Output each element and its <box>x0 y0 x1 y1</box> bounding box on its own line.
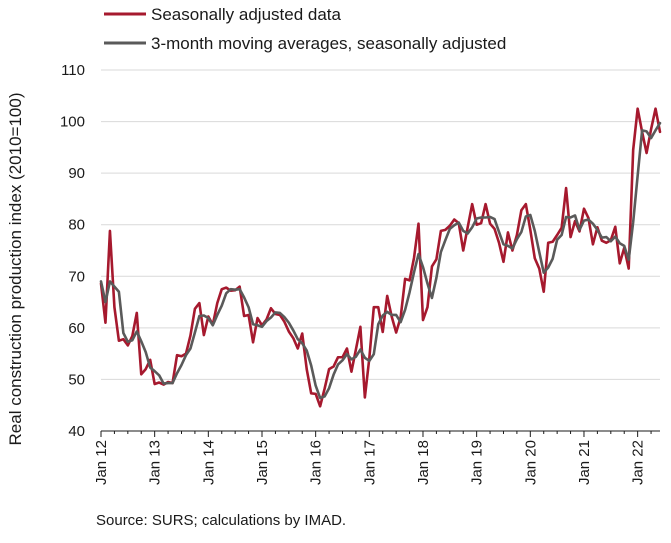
x-tick-label: Jan 15 <box>254 440 271 485</box>
series-lines <box>99 107 662 408</box>
y-tick-label: 40 <box>68 423 85 440</box>
series-line-seasonally-adjusted <box>99 107 662 408</box>
x-tick-label: Jan 20 <box>522 440 539 485</box>
y-tick-label: 60 <box>68 320 85 337</box>
x-tick-label: Jan 19 <box>469 440 486 485</box>
y-axis-ticks: 40 50 60 70 80 90 100 110 <box>60 62 85 440</box>
series-line-moving-average <box>99 121 662 400</box>
y-tick-label: 100 <box>60 114 85 131</box>
y-tick-label: 70 <box>68 268 85 285</box>
x-tick-label: Jan 13 <box>147 440 164 485</box>
y-tick-label: 50 <box>68 371 85 388</box>
y-tick-label: 90 <box>68 165 85 182</box>
legend-label: 3-month moving averages, seasonally adju… <box>151 34 506 53</box>
x-axis: Jan 12 Jan 13 Jan 14 Jan 15 Jan 16 Jan 17 Jan … <box>93 430 660 485</box>
gridlines <box>101 69 660 432</box>
y-tick-label: 110 <box>61 62 85 79</box>
x-tick-label: Jan 16 <box>308 440 325 485</box>
x-tick-label: Jan 14 <box>200 440 217 485</box>
y-axis-title: Real construction production index (2010… <box>6 93 25 446</box>
x-tick-label: Jan 22 <box>630 440 647 485</box>
x-tick-label: Jan 17 <box>361 440 378 485</box>
x-tick-label: Jan 18 <box>415 440 432 485</box>
x-tick-label: Jan 12 <box>93 440 110 485</box>
x-tick-label: Jan 21 <box>576 440 593 485</box>
legend: Seasonally adjusted data 3-month moving a… <box>104 5 506 53</box>
legend-label: Seasonally adjusted data <box>151 5 342 24</box>
y-tick-label: 80 <box>68 217 85 234</box>
source-note: Source: SURS; calculations by IMAD. <box>96 512 347 529</box>
